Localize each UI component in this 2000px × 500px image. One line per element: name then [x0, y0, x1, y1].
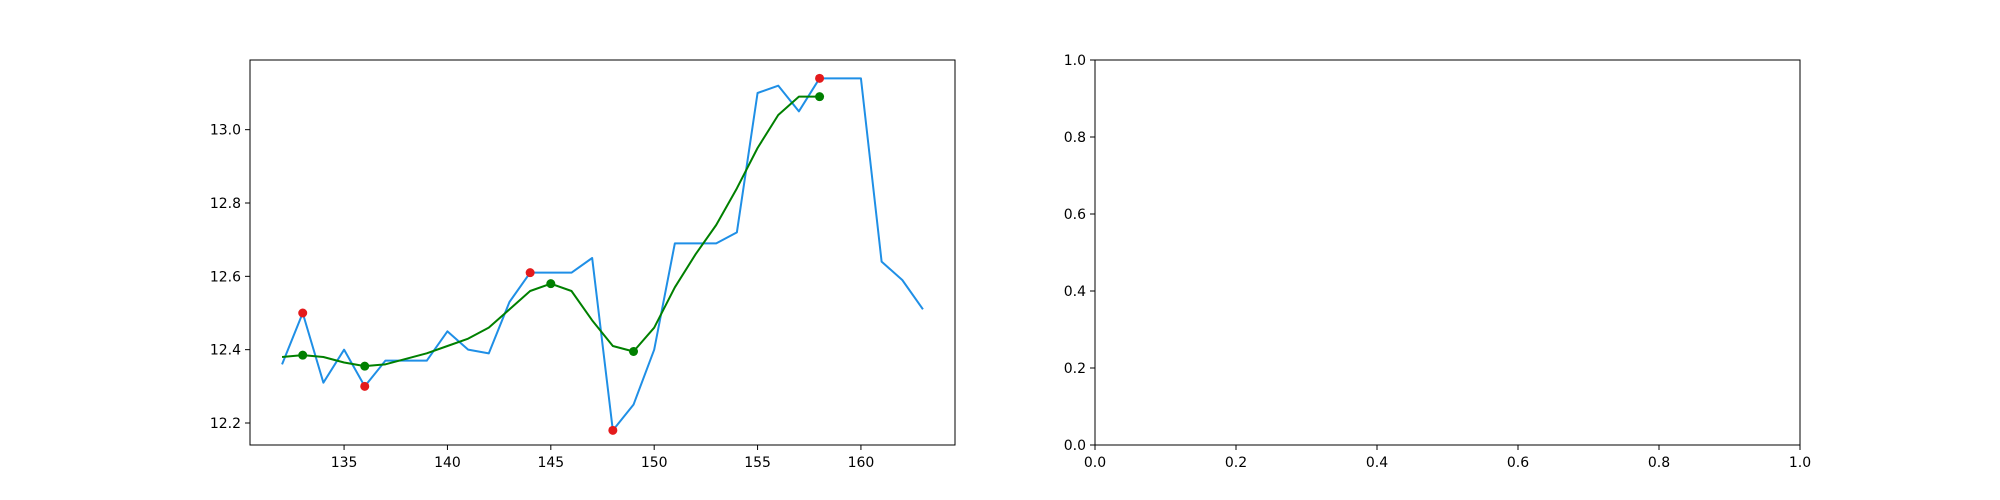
- x-tick-label: 0.6: [1507, 455, 1529, 471]
- y-tick-label: 12.8: [210, 196, 241, 212]
- marker-0-point: [298, 308, 308, 318]
- y-tick-label: 0.8: [1064, 130, 1086, 146]
- y-tick-label: 0.0: [1064, 438, 1086, 454]
- y-tick-label: 0.6: [1064, 207, 1086, 223]
- y-tick-label: 13.0: [210, 123, 241, 139]
- marker-0-point: [360, 381, 370, 391]
- left-chart: 135 140 145 150 155 160 12.2 12.4 12.6 12.8 13.0: [210, 59, 956, 471]
- series-line-0: [281, 77, 924, 432]
- x-tick-label: 0.0: [1084, 455, 1106, 471]
- marker-1-point: [298, 350, 308, 360]
- y-tick-label: 0.2: [1064, 361, 1086, 377]
- marker-1-point: [360, 361, 370, 371]
- x-tick-label: 0.4: [1366, 455, 1388, 471]
- x-tick-label: 1.0: [1789, 455, 1811, 471]
- x-tick-label: 155: [744, 455, 771, 471]
- x-tick-label: 140: [434, 455, 461, 471]
- x-tick-label: 135: [331, 455, 358, 471]
- x-tick-label: 0.8: [1648, 455, 1670, 471]
- axes-frame: [249, 59, 956, 446]
- marker-0-point: [815, 73, 825, 83]
- marker-1-point: [629, 347, 639, 356]
- y-tick-label: 1.0: [1064, 53, 1086, 69]
- series-line-1: [281, 95, 820, 368]
- y-tick-label: 12.4: [210, 343, 241, 359]
- x-tick-label: 0.2: [1225, 455, 1247, 471]
- axes-frame: [1094, 59, 1801, 446]
- y-tick-label: 0.4: [1064, 284, 1086, 300]
- y-tick-label: 12.6: [210, 269, 241, 285]
- marker-0-point: [525, 268, 535, 278]
- x-tick-label: 150: [641, 455, 668, 471]
- marker-0-point: [608, 425, 618, 435]
- x-tick-label: 145: [537, 455, 564, 471]
- marker-1-point: [815, 92, 825, 102]
- y-tick-label: 12.2: [210, 416, 241, 432]
- right-chart: 0.0 0.2 0.4 0.6 0.8 1.0 0.0 0.2 0.4 0.6 0.8 1.0: [1064, 53, 1811, 471]
- x-tick-label: 160: [848, 455, 875, 471]
- marker-1-point: [546, 279, 556, 289]
